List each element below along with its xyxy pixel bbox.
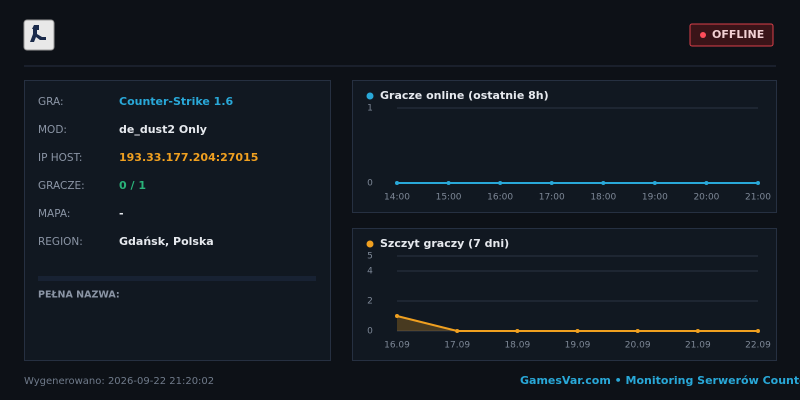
logo [23, 19, 55, 51]
x-tick-label: 19:00 [642, 193, 668, 203]
area [397, 316, 758, 331]
x-tick-label: 22.09 [745, 341, 771, 351]
row-value: de_dust2 Only [119, 123, 207, 136]
legend-dot [366, 240, 374, 248]
x-tick-label: 21.09 [685, 341, 711, 351]
charts: Gracze online (ostatnie 8h) 0 1 14:00 15:00 1… [366, 89, 771, 351]
point [695, 329, 700, 333]
status-text: OFFLINE [712, 28, 764, 41]
row-label: REGION: [38, 236, 83, 248]
progress-bar [38, 276, 316, 281]
info-rows: GRA: Counter-Strike 1.6 MOD: de_dust2 Only I… [38, 95, 258, 248]
y-tick-label: 5 [367, 252, 373, 262]
x-tick-label: 20.09 [625, 341, 651, 351]
full-name-label: PEŁNA NAZWA: [38, 290, 120, 301]
chart-title: Gracze online (ostatnie 8h) [380, 89, 549, 102]
point [652, 181, 657, 185]
point [635, 329, 640, 333]
row-value: Counter-Strike 1.6 [119, 95, 234, 108]
x-tick-label: 18:00 [590, 193, 616, 203]
point [446, 181, 451, 185]
point [515, 329, 520, 333]
point [395, 314, 399, 318]
x-tick-label: 18.09 [504, 341, 530, 351]
status-badge [689, 23, 774, 47]
point [704, 181, 709, 185]
chart-panel [352, 228, 777, 361]
x-tick-label: 16:00 [487, 193, 513, 203]
chart-title: Szczyt graczy (7 dni) [380, 237, 509, 250]
x-tick-label: 15:00 [436, 193, 462, 203]
y-tick-label: 1 [367, 104, 373, 114]
x-tick-label: 16.09 [384, 341, 410, 351]
info-panel [24, 80, 331, 361]
point [756, 329, 760, 333]
point [601, 181, 606, 185]
row-value: 193.33.177.204:27015 [119, 151, 258, 164]
row-value: 0 / 1 [119, 179, 146, 192]
row-label: MAPA: [38, 208, 70, 220]
x-tick-label: 17.09 [444, 341, 470, 351]
x-tick-label: 14:00 [384, 193, 410, 203]
row-label: GRACZE: [38, 180, 85, 192]
footer-generated: Wygenerowano: 2026-09-22 21:20:02 [24, 376, 214, 387]
point [498, 181, 503, 185]
y-tick-label: 2 [367, 297, 373, 307]
row-label: GRA: [38, 96, 64, 108]
legend-dot [366, 92, 374, 100]
point [549, 181, 554, 185]
row-label: MOD: [38, 124, 67, 136]
y-tick-label: 0 [367, 327, 373, 337]
row-value: Gdańsk, Polska [119, 235, 214, 248]
point [575, 329, 580, 333]
point [756, 181, 760, 185]
chart-panel [352, 80, 777, 213]
row-label: IP HOST: [38, 152, 82, 164]
x-tick-label: 20:00 [693, 193, 719, 203]
point [455, 329, 460, 333]
point [395, 181, 399, 185]
x-tick-label: 19.09 [565, 341, 591, 351]
y-tick-label: 4 [367, 267, 373, 277]
x-tick-label: 21:00 [745, 193, 771, 203]
x-tick-label: 17:00 [539, 193, 565, 203]
status-dot [700, 32, 706, 38]
row-value: - [119, 207, 124, 220]
y-tick-label: 0 [367, 179, 373, 189]
footer-brand: GamesVar.com • Monitoring Serwerów Count… [520, 374, 800, 387]
